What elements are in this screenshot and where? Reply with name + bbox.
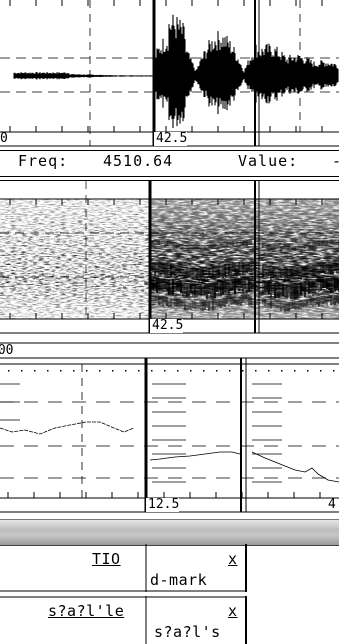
label-tier-2[interactable]: s?a?l'le x s?a?l's	[0, 596, 339, 644]
tier-name-s2a2ls: s?a?l's	[154, 623, 221, 641]
spectrogram-panel[interactable]: 42.5	[0, 181, 339, 338]
tier-name-d-mark: d-mark	[150, 571, 208, 589]
waveform-cursor-readout: 42.5	[154, 131, 188, 146]
readout-bar: Freq: 4510.64 Value: -	[0, 152, 339, 174]
pitch-panel[interactable]: 500 12.5 4	[0, 342, 339, 518]
pitch-cursor-readout: 12.5	[146, 497, 180, 512]
pitch-right-tick: 4	[328, 497, 336, 512]
freq-label: Freq:	[18, 152, 69, 170]
waveform-left-tick: 0	[0, 131, 8, 146]
value-label: Value:	[238, 152, 299, 170]
pitch-bottom-ticks	[7, 492, 321, 498]
segment-label-s2a2lle[interactable]: s?a?l'le	[48, 602, 125, 620]
freq-value: 4510.64	[103, 152, 174, 170]
close-mark-icon[interactable]: x	[228, 550, 238, 568]
pitch-dot-row	[8, 370, 335, 372]
close-mark-icon-2[interactable]: x	[228, 602, 238, 620]
formant-bands	[0, 240, 339, 312]
spectrogram-ticks	[9, 199, 323, 319]
waveform-plot[interactable]	[0, 0, 339, 150]
top-ticks	[9, 0, 323, 6]
waveform-panel[interactable]: 0 42.5	[0, 0, 339, 150]
segment-label-tio[interactable]: TIO	[92, 550, 121, 568]
pitch-contour	[0, 383, 339, 483]
pitch-scale-top: 500	[0, 343, 14, 358]
bottom-ticks	[9, 126, 323, 132]
horizontal-scrollbar[interactable]	[0, 519, 339, 546]
spectrogram-cursor-readout: 42.5	[150, 318, 184, 333]
value-readout: -	[332, 152, 339, 170]
waveform-signal	[13, 14, 339, 129]
label-tier-1[interactable]: TIO x d-mark	[0, 544, 339, 592]
spectrogram-plot[interactable]	[0, 181, 339, 338]
pitch-plot[interactable]	[0, 342, 339, 518]
